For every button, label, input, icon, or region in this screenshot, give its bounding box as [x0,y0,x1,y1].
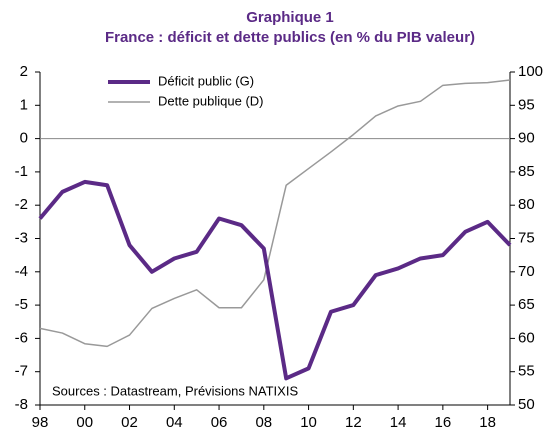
y-tick-label: 1 [20,96,28,113]
x-tick-label: 98 [32,414,49,431]
y-tick-label: -2 [15,196,28,213]
series-line [38,179,512,381]
y2-tick-label: 70 [518,263,535,280]
y2-tick-label: 95 [518,96,535,113]
chart-title: Graphique 1 [246,9,334,26]
y2-tick-label: 60 [518,329,535,346]
y-tick-label: -4 [15,263,28,280]
y2-tick-label: 55 [518,363,535,380]
series-line [39,79,511,348]
y-tick-label: -7 [15,363,28,380]
legend-label: Déficit public (G) [158,73,254,88]
y2-tick-label: 100 [518,63,543,80]
y2-tick-label: 65 [518,296,535,313]
y-tick-label: -1 [15,163,28,180]
y2-tick-label: 75 [518,229,535,246]
y-tick-label: -3 [15,229,28,246]
x-tick-label: 12 [345,414,362,431]
legend-label: Dette publique (D) [158,93,264,108]
y2-tick-label: 90 [518,130,535,147]
y-tick-label: -6 [15,329,28,346]
x-tick-label: 04 [166,414,183,431]
y2-tick-label: 80 [518,196,535,213]
x-tick-label: 06 [211,414,228,431]
chart-subtitle: France : déficit et dette publics (en % … [105,29,475,46]
y2-tick-label: 85 [518,163,535,180]
x-tick-label: 02 [121,414,138,431]
y-tick-label: 0 [20,130,28,147]
y-tick-label: 2 [20,63,28,80]
x-tick-label: 00 [76,414,93,431]
y-tick-label: -5 [15,296,28,313]
x-tick-label: 10 [300,414,317,431]
x-tick-label: 14 [390,414,407,431]
annotation: Sources : Datastream, Prévisions NATIXIS [52,383,298,398]
x-tick-label: 18 [479,414,496,431]
x-tick-label: 16 [435,414,452,431]
x-tick-label: 08 [255,414,272,431]
y2-tick-label: 50 [518,396,535,413]
y-tick-label: -8 [15,396,28,413]
